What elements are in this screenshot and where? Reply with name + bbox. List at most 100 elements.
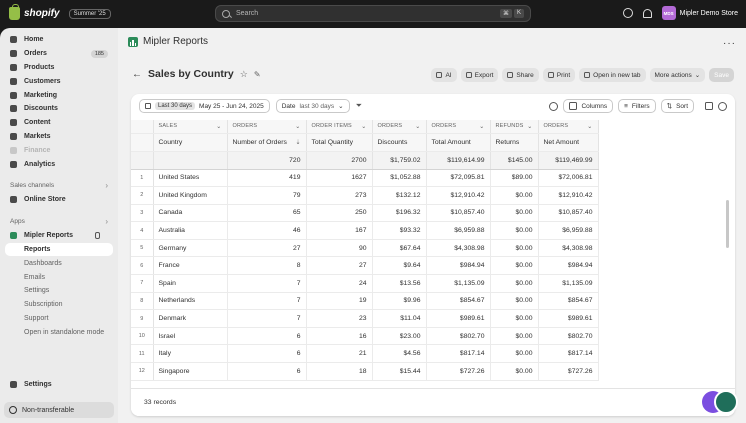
search-icon[interactable] [549,101,559,111]
sidebar-item-products[interactable]: Products [0,61,118,75]
table-row[interactable]: 12 Singapore 6 18 $15.44 $727.26 $0.00 $727.26 [131,362,599,381]
table-row[interactable]: 11 Italy 6 21 $4.56 $817.14 $0.00 $817.14 [131,344,599,364]
sidebar-item-orders[interactable]: Orders 185 [0,47,118,61]
sidebar-sub-reports[interactable]: Reports [5,242,113,257]
store-menu[interactable]: MDS Mipler Demo Store [661,6,738,20]
sort-button[interactable]: ⇅ Sort [660,99,694,113]
save-button[interactable]: Save [709,68,734,82]
open-new-tab-button[interactable]: Open in new tab [579,68,646,82]
group-header[interactable]: ORDERS ⌄ [426,120,491,134]
group-header[interactable]: ORDER ITEMS ⌄ [306,120,373,134]
brand-name: shopify [24,8,60,19]
sidebar-item-content[interactable]: Content [0,116,118,130]
column-header-net-amount[interactable]: Net Amount [538,133,599,152]
date-range-picker[interactable]: Last 30 days May 25 - Jun 24, 2025 [139,99,270,113]
column-header-discounts[interactable]: Discounts [372,133,427,152]
table-row[interactable]: 7 Spain 7 24 $13.56 $1,135.09 $0.00 $1,135.09 [131,274,599,293]
group-header[interactable]: REFUNDS ⌄ [490,120,539,134]
sidebar-sub-settings[interactable]: Settings [24,287,50,295]
group-header[interactable]: ORDERS ⌄ [538,120,599,134]
more-actions-button[interactable]: More actions ⌄ [649,68,706,82]
group-header[interactable]: SALES ⌄ [153,120,228,134]
table-cell: $4,308.98 [426,239,491,258]
bell-icon[interactable] [642,8,652,18]
sidebar-sub-standalone[interactable]: Open in standalone mode [24,328,105,336]
column-header-number-of-orders[interactable]: Number of Orders ⇣ [227,133,307,152]
sidebar-sub-dashboards[interactable]: Dashboards [24,259,62,267]
columns-button[interactable]: Columns [563,99,614,113]
group-header[interactable]: ORDERS ⌄ [227,120,307,134]
sidebar-item-mipler-reports[interactable]: Mipler Reports [0,229,118,243]
search-input[interactable]: Search ⌘ K [215,5,531,22]
chat-launcher-button[interactable] [714,390,738,414]
button-label: Save [714,71,729,79]
share-button[interactable]: Share [502,68,539,82]
sidebar-item-markets[interactable]: Markets [0,130,118,144]
row-index: 8 [131,292,154,311]
sidebar-item-online-store[interactable]: Online Store [0,193,118,207]
sidebar-item-home[interactable]: Home [0,33,118,47]
ai-button[interactable]: AI [431,68,457,82]
pencil-icon[interactable]: ✎ [253,69,261,79]
sidebar-sub-emails[interactable]: Emails [24,273,46,281]
apps-header[interactable]: Apps › [0,215,118,229]
settings-icon[interactable] [718,101,727,111]
report-table-wrapper[interactable]: SALES ⌄ ORDERS ⌄ ORDER ITEMS ⌄ ORDERS ⌄ ORDE… [131,120,735,388]
column-header-row: Country Number of Orders ⇣ Total Quantity… [131,133,599,152]
sidebar-item-settings[interactable]: Settings [0,378,118,392]
star-icon[interactable]: ☆ [239,68,248,79]
sidebar-item-analytics[interactable]: Analytics [0,157,118,171]
table-row[interactable]: 1 United States 419 1627 $1,052.88 $72,095.81… [131,169,599,188]
content-icon [10,119,17,127]
table-row[interactable]: 10 Israel 6 16 $23.00 $802.70 $0.00 $802.70 [131,327,599,346]
sidebar-sub-subscription[interactable]: Subscription [24,301,63,309]
column-header-total-amount[interactable]: Total Amount [426,133,491,152]
table-cell: Spain [153,274,228,293]
chevron-down-icon: ⌄ [527,123,533,130]
table-cell: Netherlands [153,292,228,311]
table-cell: 21 [306,344,373,364]
filters-button[interactable]: ≡ Filters [618,99,656,113]
more-options-icon[interactable]: ··· [723,38,736,49]
pin-icon[interactable] [95,232,100,240]
table-row[interactable]: 5 Germany 27 90 $67.64 $4,308.98 $0.00 $4,308.9… [131,239,599,258]
sidebar-item-discounts[interactable]: Discounts [0,102,118,116]
sales-channels-header[interactable]: Sales channels › [0,179,118,193]
table-row[interactable]: 9 Denmark 7 23 $11.04 $989.61 $0.00 $989.61 [131,309,599,328]
table-row[interactable]: 2 United Kingdom 79 273 $132.12 $12,910.42 $0.… [131,186,599,205]
sidebar-item-finance[interactable]: Finance [0,143,118,157]
shopify-logo[interactable]: shopify Summer '25 [9,4,111,20]
columns-icon [569,102,578,110]
non-transferable-banner[interactable]: Non-transferable [4,402,114,418]
sidebar-item-customers[interactable]: Customers [0,74,118,88]
sidebar-item-label: Analytics [24,160,56,168]
sidekick-icon[interactable] [622,8,633,18]
vertical-scrollbar[interactable] [726,200,729,248]
table-view-icon[interactable] [705,102,713,110]
table-cell: 27 [306,256,373,276]
table-row[interactable]: 3 Canada 65 250 $196.32 $10,857.40 $0.00 $10,85… [131,204,599,223]
print-button[interactable]: Print [542,68,576,82]
export-button[interactable]: Export [460,68,499,82]
sidebar-sub-support[interactable]: Support [24,314,49,322]
table-cell: 250 [306,204,373,223]
sidebar-item-marketing[interactable]: Marketing [0,88,118,102]
group-header[interactable]: ORDERS ⌄ [372,120,427,134]
table-row[interactable]: 8 Netherlands 7 19 $9.96 $854.67 $0.00 $854.67 [131,292,599,311]
filter-funnel-icon[interactable]: ⏷ [355,101,362,110]
row-index: 7 [131,274,154,293]
back-arrow-icon[interactable]: ← [132,68,142,80]
column-header-total-quantity[interactable]: Total Quantity [306,133,373,152]
date-filter-chip[interactable]: Date last 30 days ⌄ [275,99,350,113]
column-header-country[interactable]: Country [153,133,228,152]
edition-badge[interactable]: Summer '25 [68,8,111,19]
report-table: SALES ⌄ ORDERS ⌄ ORDER ITEMS ⌄ ORDERS ⌄ ORDE… [131,120,599,381]
table-row[interactable]: 4 Australia 46 167 $93.32 $6,959.88 $0.00 $6,95… [131,221,599,240]
table-cell: Denmark [153,309,228,328]
row-index: 2 [131,186,154,205]
table-row[interactable]: 6 France 8 27 $9.64 $984.94 $0.00 $984.94 [131,256,599,276]
sort-desc-icon[interactable]: ⇣ [295,139,301,146]
print-icon [547,72,554,78]
column-header-returns[interactable]: Returns [490,133,539,152]
sidebar-item-label: Finance [24,146,51,154]
